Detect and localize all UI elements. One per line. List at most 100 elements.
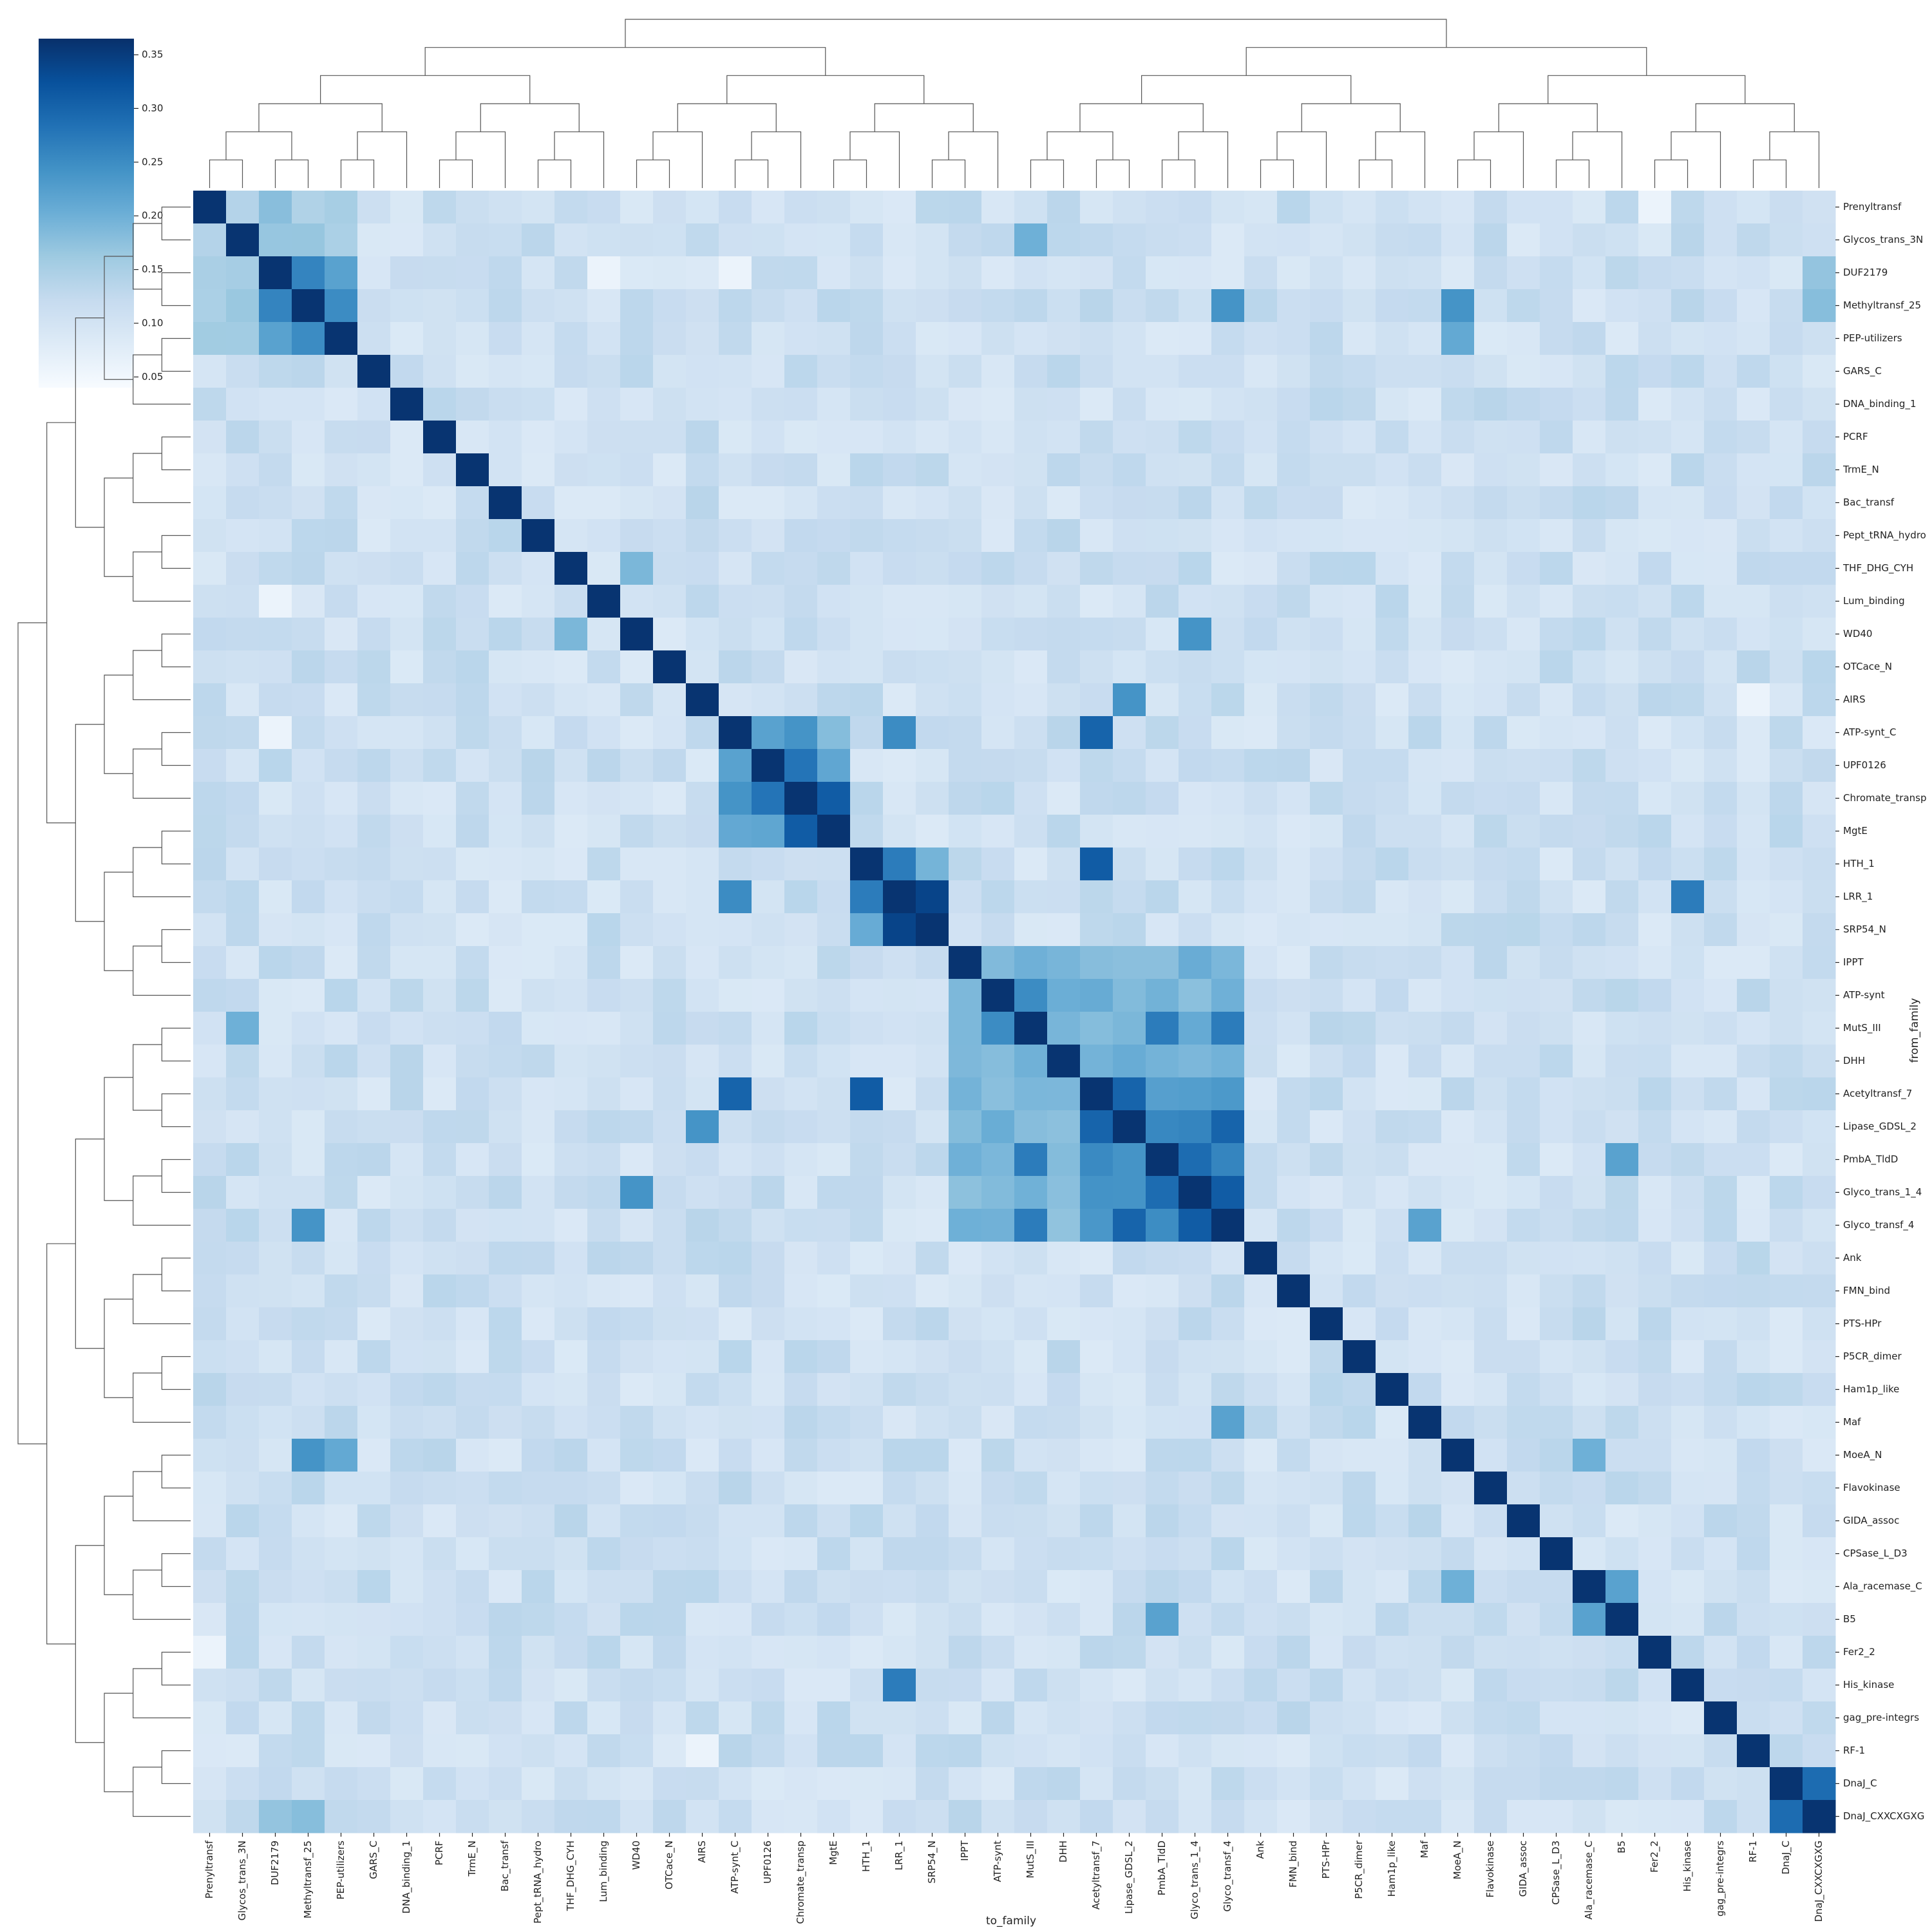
heatmap-cell <box>1047 223 1081 257</box>
heatmap-cell <box>489 848 522 881</box>
heatmap-cell <box>1113 1800 1146 1833</box>
heatmap-cell <box>1671 683 1705 717</box>
heatmap-cell <box>719 1242 752 1275</box>
heatmap-cell <box>752 552 785 585</box>
heatmap-cell <box>1671 1143 1705 1177</box>
heatmap-cell <box>489 1734 522 1768</box>
heatmap-cell <box>1605 552 1639 585</box>
heatmap-cell <box>850 618 884 651</box>
heatmap-cell <box>1605 650 1639 684</box>
heatmap-cell <box>522 880 555 914</box>
dendrogram-link <box>133 354 191 405</box>
heatmap-cell <box>1146 782 1179 815</box>
y-tick-labels: PrenyltransfGlycos_trans_3NDUF2179Methyl… <box>1835 201 1927 1823</box>
heatmap-cell <box>292 1143 325 1177</box>
heatmap-cell <box>916 1143 949 1177</box>
heatmap-cell <box>1770 355 1803 388</box>
heatmap-cell <box>522 848 555 881</box>
heatmap-cell <box>1211 1242 1245 1275</box>
x-tick-label: DnaJ_C <box>1780 1841 1792 1875</box>
heatmap-cell <box>1310 421 1343 454</box>
heatmap-cell <box>1376 191 1409 224</box>
heatmap-cell <box>1179 289 1212 323</box>
heatmap-cell <box>620 749 654 782</box>
heatmap-cell <box>686 1504 719 1538</box>
heatmap-cell <box>193 1603 227 1636</box>
heatmap-cell <box>752 486 785 520</box>
heatmap-cell <box>1146 355 1179 388</box>
heatmap-cell <box>1343 1406 1376 1439</box>
y-tick-label: DUF2179 <box>1843 267 1888 278</box>
dendrogram-link <box>625 19 1447 48</box>
heatmap-cell <box>390 1472 424 1505</box>
heatmap-cell <box>1671 322 1705 355</box>
heatmap-cell <box>719 1373 752 1406</box>
heatmap-cell <box>1441 388 1475 421</box>
heatmap-cell <box>522 1603 555 1636</box>
heatmap-cell <box>1803 1603 1836 1636</box>
x-tick-label: GIDA_assoc <box>1517 1841 1530 1897</box>
heatmap-cell <box>1047 815 1081 848</box>
heatmap-cell <box>752 223 785 257</box>
heatmap-cell <box>1244 256 1278 290</box>
heatmap-cell <box>1704 650 1738 684</box>
heatmap-cell <box>259 880 292 914</box>
heatmap-cell <box>1211 486 1245 520</box>
heatmap-cell <box>522 256 555 290</box>
y-tick-label: PEP-utilizers <box>1843 332 1902 344</box>
heatmap-cell <box>292 1734 325 1768</box>
heatmap-cell <box>653 1110 687 1144</box>
heatmap-cell <box>981 322 1015 355</box>
heatmap-cell <box>1704 256 1738 290</box>
heatmap-cell <box>1540 1701 1573 1735</box>
heatmap-cell <box>357 552 391 585</box>
heatmap-cell <box>653 1340 687 1374</box>
heatmap-cell <box>1211 388 1245 421</box>
heatmap-cell <box>817 1504 851 1538</box>
heatmap-cell <box>1441 1340 1475 1374</box>
heatmap-cell <box>719 388 752 421</box>
heatmap-cell <box>357 815 391 848</box>
heatmap-cell <box>981 1340 1015 1374</box>
heatmap-cell <box>357 1077 391 1111</box>
heatmap-cell <box>554 355 588 388</box>
x-tick-label: Ank <box>1255 1841 1266 1859</box>
heatmap-cell <box>1540 782 1573 815</box>
heatmap-cell <box>1803 191 1836 224</box>
x-tick-label: SRP54_N <box>926 1841 938 1884</box>
heatmap-cell <box>1573 1701 1606 1735</box>
heatmap-cell <box>1638 1504 1672 1538</box>
heatmap-cell <box>1047 355 1081 388</box>
heatmap-cell <box>850 716 884 750</box>
heatmap-cell <box>1244 1504 1278 1538</box>
heatmap-cell <box>916 880 949 914</box>
heatmap-cell <box>1211 421 1245 454</box>
heatmap-cell <box>1770 1242 1803 1275</box>
heatmap-cell <box>587 1537 621 1571</box>
heatmap-cell <box>1277 1143 1311 1177</box>
heatmap-cell <box>1441 223 1475 257</box>
heatmap-cell <box>292 1209 325 1242</box>
heatmap-cell <box>916 1209 949 1242</box>
heatmap-cell <box>522 650 555 684</box>
heatmap-cell <box>1737 1143 1770 1177</box>
heatmap-cell <box>325 191 358 224</box>
heatmap-cell <box>1638 486 1672 520</box>
heatmap-cell <box>916 585 949 618</box>
y-tick-label: HTH_1 <box>1843 858 1875 870</box>
heatmap-cell <box>850 1077 884 1111</box>
heatmap-cell <box>1803 552 1836 585</box>
y-tick-label: Glyco_transf_4 <box>1843 1219 1914 1231</box>
heatmap-cell <box>1244 1373 1278 1406</box>
heatmap-cell <box>193 1406 227 1439</box>
heatmap-cell <box>1211 1439 1245 1472</box>
heatmap-cell <box>1507 979 1540 1012</box>
heatmap-cell <box>1244 552 1278 585</box>
heatmap-cell <box>620 1701 654 1735</box>
heatmap-cell <box>1014 486 1048 520</box>
heatmap-cell <box>522 782 555 815</box>
heatmap-cell <box>1737 618 1770 651</box>
heatmap-cell <box>1441 1439 1475 1472</box>
heatmap-cell <box>325 1800 358 1833</box>
heatmap-cell <box>554 191 588 224</box>
